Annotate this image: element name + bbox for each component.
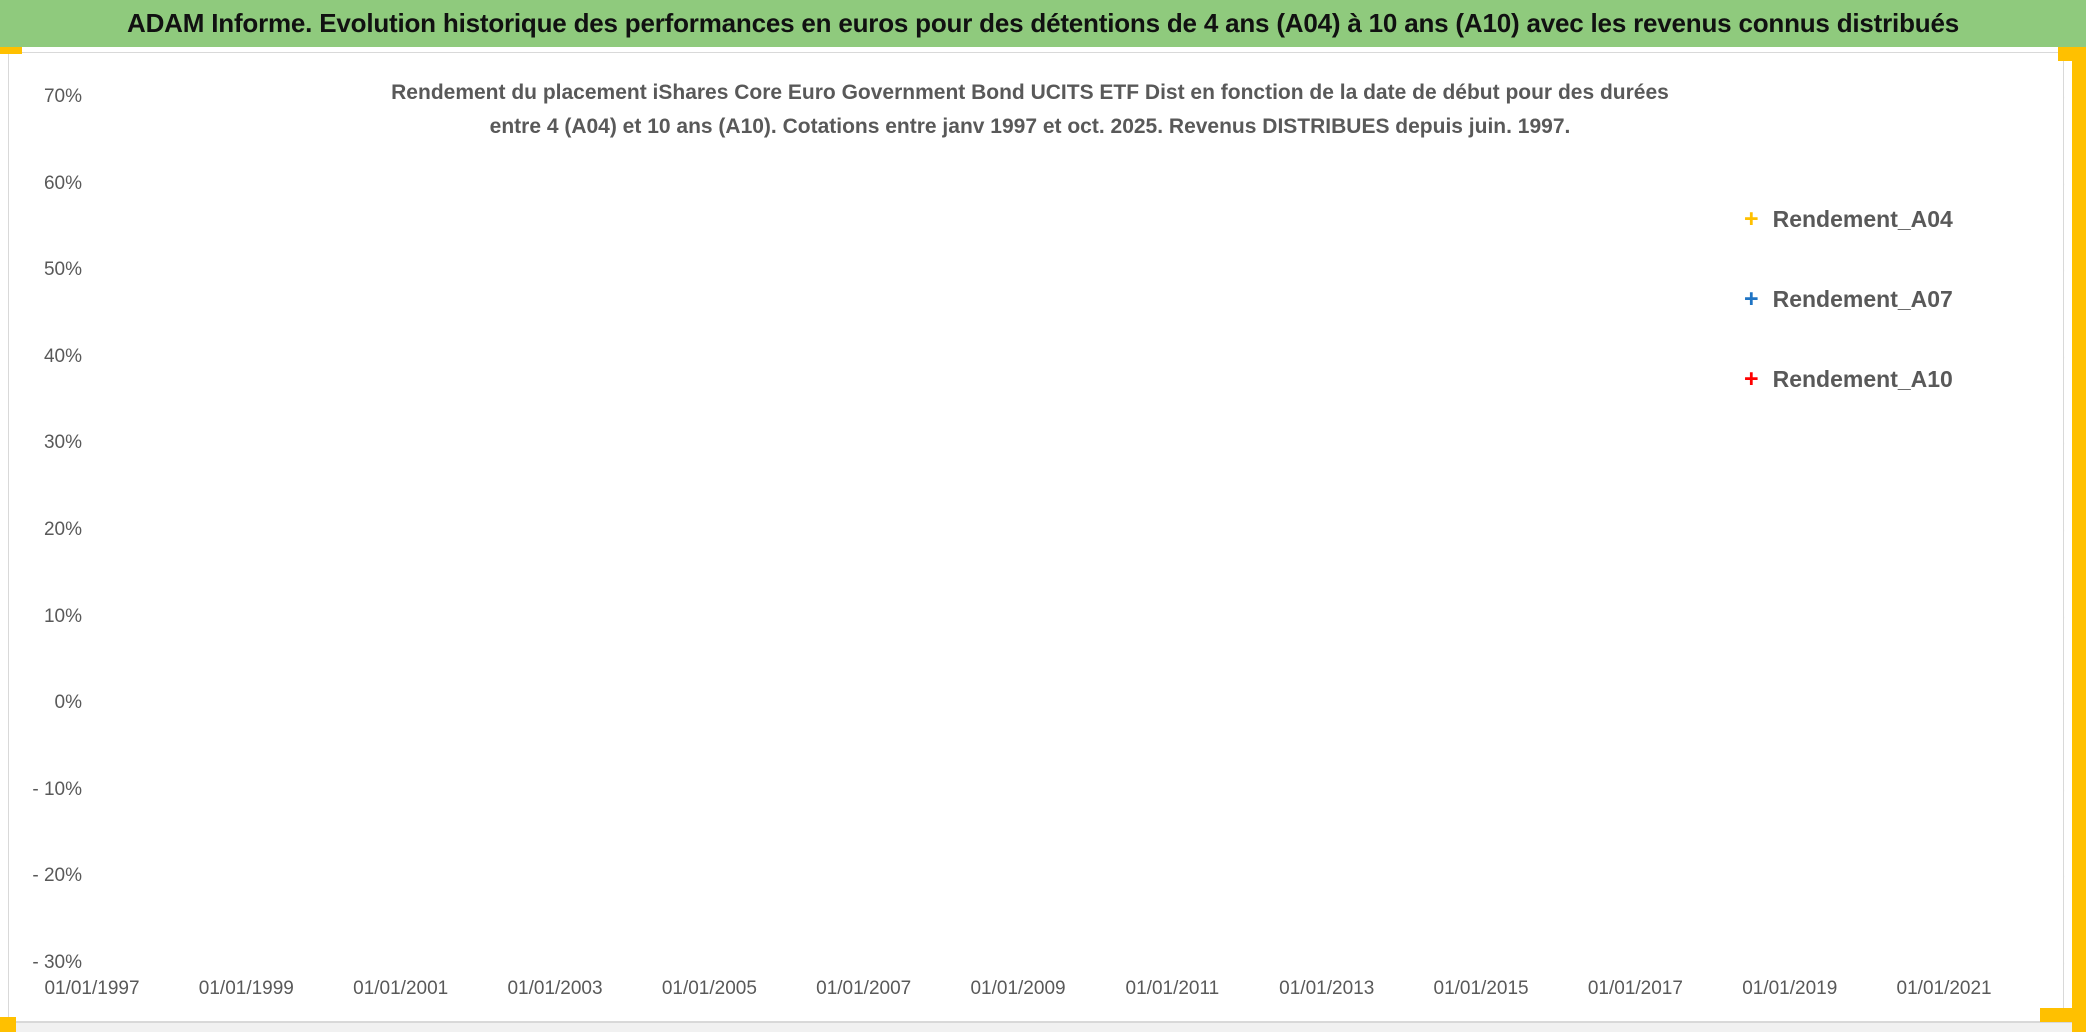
page-title: ADAM Informe. Evolution historique des p… [127,8,1959,38]
chart-subtitle-line1: Rendement du placement iShares Core Euro… [391,81,1669,104]
legend-label: Rendement_A07 [1772,285,1953,312]
x-tick-label: 01/01/2015 [1433,978,1529,999]
chart-subtitle: Rendement du placement iShares Core Euro… [90,76,1970,144]
gold-accent-right-bar [2072,47,2086,1032]
gold-accent-top-right-corner [2058,47,2086,61]
legend-item-rendement_a04: + Rendement_A04 [1744,204,1953,234]
chart-card [8,52,2064,1022]
y-tick-label: 50% [43,259,82,281]
x-tick-label: 01/01/2017 [1587,978,1683,999]
x-tick-label: 01/01/2019 [1742,978,1838,999]
legend-item-rendement_a10: + Rendement_A10 [1744,364,1953,394]
y-tick-label: - 30% [32,952,82,973]
legend-label: Rendement_A10 [1772,365,1953,392]
x-tick-label: 01/01/2011 [1125,978,1220,999]
header-banner: ADAM Informe. Evolution historique des p… [0,0,2086,47]
x-tick-label: 01/01/2003 [507,978,603,999]
legend-label: Rendement_A04 [1772,205,1953,232]
x-tick-label: 01/01/1997 [44,978,140,999]
y-tick-label: - 20% [32,865,82,887]
legend: + Rendement_A04 + Rendement_A07 + Rendement_A… [1726,186,2062,410]
x-tick-label: 01/01/2021 [1896,978,1992,999]
y-tick-label: 20% [43,519,82,540]
gold-accent-top-left [0,47,22,54]
y-tick-label: 40% [43,345,82,367]
y-tick-label: 70% [43,86,82,107]
gold-accent-bottom-left [0,1017,16,1032]
plus-marker-icon: + [1744,204,1759,233]
legend-item-rendement_a07: + Rendement_A07 [1744,284,1953,314]
y-tick-label: 60% [43,172,82,194]
x-tick-label: 01/01/1999 [198,978,294,999]
y-tick-label: 10% [43,605,82,627]
bottom-strip [16,1022,2072,1032]
x-tick-label: 01/01/2009 [970,978,1066,999]
chart-subtitle-line2: entre 4 (A04) et 10 ans (A10). Cotations… [489,115,1571,138]
x-tick-label: 01/01/2001 [353,978,449,999]
y-tick-label: 30% [43,432,82,454]
x-tick-label: 01/01/2013 [1279,978,1375,999]
y-tick-label: - 10% [32,778,82,800]
plus-marker-icon: + [1744,284,1759,313]
y-tick-label: 0% [54,692,82,714]
x-tick-label: 01/01/2007 [816,978,912,999]
plus-marker-icon: + [1744,364,1759,393]
x-tick-label: 01/01/2005 [661,978,757,999]
